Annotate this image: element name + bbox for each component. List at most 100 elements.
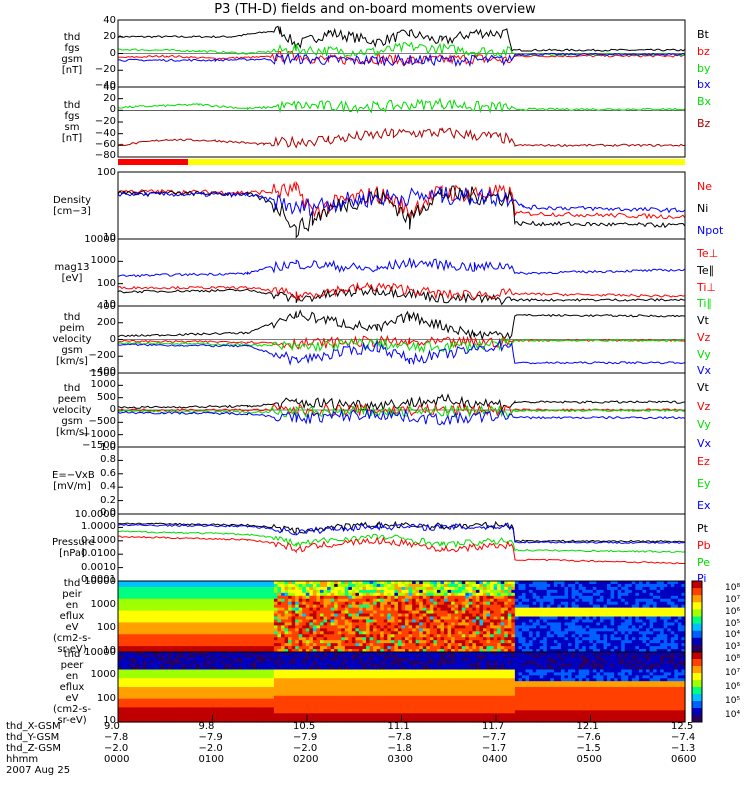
- heatmap-cell: [121, 695, 126, 700]
- heatmap-cell: [213, 716, 218, 720]
- heatmap-cell: [195, 707, 201, 711]
- heatmap-cell: [319, 649, 325, 653]
- heatmap-cell: [266, 619, 271, 624]
- heatmap-cell: [259, 695, 264, 700]
- heatmap-cell: [589, 581, 594, 585]
- heatmap-cell: [245, 704, 250, 709]
- heatmap-cell: [242, 687, 247, 691]
- heatmap-cell: [444, 646, 449, 650]
- heatmap-cell: [617, 607, 622, 612]
- heatmap-cell: [256, 681, 261, 685]
- heatmap-cell: [164, 660, 169, 665]
- colorbar-segment: [692, 616, 702, 625]
- heatmap-cell: [224, 595, 229, 600]
- heatmap-cell: [330, 640, 335, 644]
- heatmap-cell: [210, 707, 215, 711]
- heatmap-cell: [234, 663, 240, 668]
- heatmap-cell: [128, 663, 133, 668]
- heatmap-cell: [295, 604, 300, 609]
- heatmap-cell: [263, 634, 268, 638]
- heatmap-cell: [607, 604, 612, 609]
- heatmap-cell: [366, 598, 371, 603]
- series-electron_velocity-Vt: [117, 393, 685, 412]
- heatmap-cell: [373, 649, 378, 653]
- heatmap-cell: [142, 610, 147, 615]
- heatmap-cell: [575, 622, 580, 626]
- heatmap-cell: [334, 595, 339, 600]
- heatmap-cell: [185, 631, 190, 635]
- heatmap-cell: [118, 634, 123, 638]
- heatmap-cell: [146, 710, 151, 714]
- series-pressure-Pi: [117, 521, 686, 544]
- heatmap-cell: [681, 643, 686, 647]
- heatmap-cell: [483, 643, 488, 647]
- heatmap-cell: [309, 646, 314, 650]
- heatmap-cell: [245, 619, 250, 624]
- heatmap-cell: [330, 604, 335, 609]
- heatmap-cell: [412, 643, 417, 647]
- heatmap-cell: [217, 625, 222, 629]
- heatmap-cell: [422, 622, 427, 626]
- heatmap-cell: [351, 643, 357, 647]
- heatmap-cell: [681, 601, 686, 606]
- heatmap-cell: [674, 613, 679, 618]
- heatmap-cell: [521, 581, 527, 585]
- heatmap-cell: [171, 654, 176, 659]
- heatmap-cell: [252, 604, 257, 609]
- heatmap-cell: [550, 628, 555, 632]
- heatmap-cell: [546, 583, 551, 588]
- heatmap-cell: [585, 637, 590, 641]
- heatmap-cell: [408, 604, 413, 609]
- heatmap-cell: [649, 586, 654, 591]
- heatmap-cell: [607, 586, 612, 591]
- heatmap-cell: [270, 681, 275, 685]
- heatmap-cell: [638, 610, 644, 615]
- heatmap-cell: [174, 672, 179, 676]
- heatmap-cell: [465, 583, 470, 588]
- heatmap-cell: [642, 610, 647, 615]
- heatmap-cell: [135, 640, 140, 644]
- heatmap-cell: [252, 719, 257, 723]
- heatmap-cell: [341, 616, 346, 621]
- heatmap-cell: [603, 619, 608, 624]
- heatmap-cell: [327, 610, 332, 615]
- heatmap-cell: [156, 637, 162, 641]
- heatmap-cell: [121, 589, 126, 594]
- heatmap-cell: [217, 695, 222, 700]
- heatmap-cell: [610, 581, 615, 585]
- heatmap-cell: [277, 622, 282, 626]
- heatmap-cell: [582, 637, 587, 641]
- heatmap-cell: [195, 681, 201, 685]
- heatmap-cell: [121, 598, 126, 603]
- heatmap-cell: [539, 604, 544, 609]
- heatmap-cell: [153, 646, 158, 650]
- heatmap-cell: [344, 613, 349, 618]
- heatmap-cell: [330, 628, 335, 632]
- heatmap-cell: [220, 663, 225, 668]
- heatmap-cell: [199, 654, 204, 659]
- heatmap-cell: [575, 586, 580, 591]
- heatmap-cell: [638, 601, 644, 606]
- heatmap-cell: [245, 666, 250, 671]
- heatmap-cell: [263, 649, 268, 653]
- heatmap-cell: [125, 652, 130, 656]
- heatmap-cell: [142, 601, 147, 606]
- heatmap-cell: [195, 719, 201, 723]
- heatmap-cell: [174, 698, 179, 703]
- heatmap-cell: [263, 675, 268, 679]
- heatmap-cell: [217, 646, 222, 650]
- heatmap-cell: [195, 663, 201, 668]
- heatmap-cell: [192, 713, 197, 717]
- heatmap-cell: [514, 631, 520, 635]
- heatmap-cell: [284, 637, 289, 641]
- heatmap-cell: [401, 607, 406, 612]
- heatmap-cell: [156, 666, 162, 671]
- heatmap-cell: [475, 581, 481, 585]
- heatmap-cell: [238, 589, 243, 594]
- heatmap-cell: [493, 601, 498, 606]
- heatmap-cell: [429, 583, 434, 588]
- heatmap-cell: [181, 701, 186, 706]
- heatmap-cell: [607, 616, 612, 621]
- heatmap-cell: [419, 598, 424, 603]
- heatmap-cell: [415, 649, 420, 653]
